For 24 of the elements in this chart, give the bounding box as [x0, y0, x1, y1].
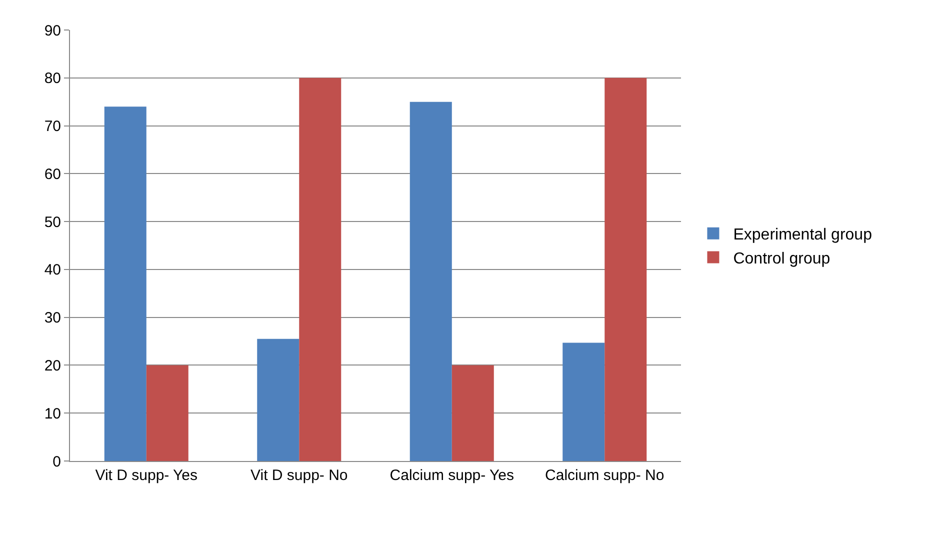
bar	[410, 102, 452, 461]
bar	[562, 342, 605, 461]
bar	[104, 106, 146, 461]
y-tick-label: 70	[44, 118, 61, 136]
y-tick-label: 40	[44, 262, 61, 279]
y-tick-label: 80	[44, 70, 61, 88]
bar	[452, 365, 494, 461]
y-tick-label: 0	[52, 453, 61, 470]
y-tick-label: 20	[44, 357, 61, 374]
x-tick-label: Vit D supp- No	[250, 467, 348, 484]
x-tick-label: Vit D supp- Yes	[95, 467, 198, 484]
x-tick-label: Calcium supp- No	[545, 467, 664, 484]
bar	[257, 338, 300, 461]
legend-label: Control group	[733, 250, 830, 268]
y-tick-label: 90	[44, 22, 61, 40]
y-tick-label: 10	[44, 405, 61, 422]
bar	[299, 78, 342, 461]
y-tick-label: 60	[44, 166, 61, 183]
x-tick-label: Calcium supp- Yes	[390, 467, 514, 484]
bar	[604, 78, 647, 461]
legend-label: Experimental group	[733, 226, 872, 244]
bar	[146, 365, 188, 461]
y-tick-label: 30	[44, 310, 61, 327]
y-tick-label: 50	[44, 214, 61, 231]
